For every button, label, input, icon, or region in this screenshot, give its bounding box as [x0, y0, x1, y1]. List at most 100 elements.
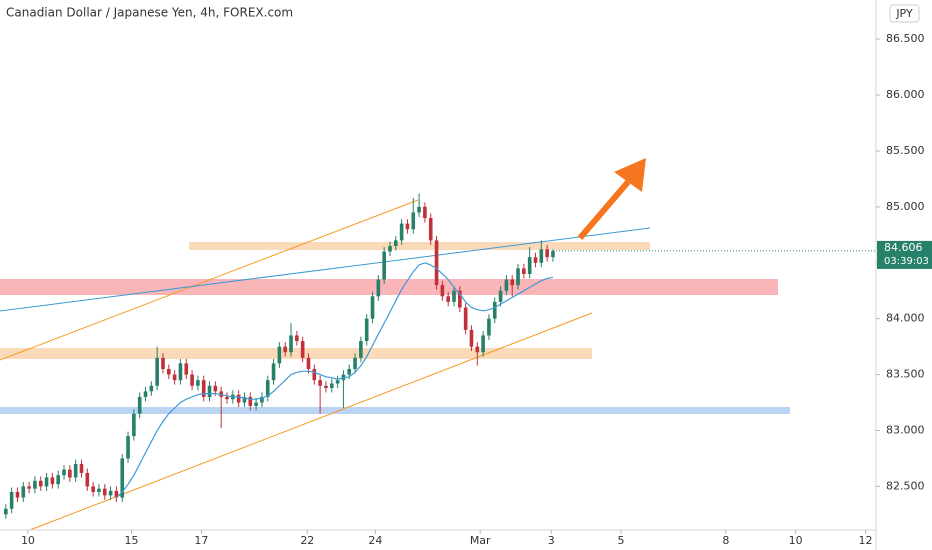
pivot-zone — [0, 279, 778, 295]
candle-body — [161, 357, 165, 369]
candle-body — [347, 368, 352, 375]
y-tick-label: 83.500 — [886, 368, 925, 381]
candle-body — [271, 363, 276, 381]
x-tick-label: 8 — [722, 534, 729, 547]
candle-body — [458, 290, 462, 308]
candle-body — [306, 357, 311, 369]
candle-body — [551, 250, 555, 258]
currency-button[interactable] — [889, 4, 920, 23]
chart-title: Canadian Dollar / Japanese Yen, 4h, FORE… — [6, 6, 293, 20]
candle-body — [364, 318, 369, 342]
channel-upper — [0, 199, 419, 361]
candle-body — [463, 307, 468, 330]
candle-body — [265, 380, 270, 397]
resistance-zone — [189, 242, 650, 250]
candle-body — [405, 223, 410, 230]
candle-body — [498, 290, 503, 302]
candle-body — [295, 335, 299, 342]
candle-body — [143, 391, 148, 397]
candle-body — [196, 380, 200, 386]
support-zone — [0, 348, 592, 359]
candle-body — [225, 396, 229, 400]
candle-body — [434, 240, 439, 286]
candle-body — [277, 346, 282, 364]
candle-body — [481, 335, 485, 353]
candle-body — [289, 335, 293, 353]
y-tick-label: 86.000 — [886, 88, 925, 101]
candle-body — [335, 380, 340, 384]
x-tick-label: 12 — [859, 534, 873, 547]
candle-body — [21, 486, 26, 498]
candle-body — [73, 464, 78, 478]
candle-body — [190, 374, 194, 386]
candle-body — [370, 296, 375, 319]
last-price-label: 84.606 — [884, 241, 923, 254]
candle-body — [411, 212, 416, 230]
candle-body — [172, 374, 177, 381]
candle-body — [545, 249, 549, 258]
candle-body — [184, 363, 189, 375]
y-tick-label: 82.500 — [886, 479, 925, 492]
candle-body — [329, 383, 334, 388]
candle-body — [126, 436, 130, 459]
candle-body — [527, 257, 532, 274]
x-tick-label: 24 — [368, 534, 382, 547]
x-tick-label: 22 — [300, 534, 314, 547]
candle-body — [242, 396, 247, 403]
candle-body — [382, 251, 386, 280]
candle-body — [475, 346, 480, 353]
y-tick-label: 85.500 — [886, 144, 925, 157]
candle-body — [539, 249, 544, 263]
candle-body — [33, 480, 37, 489]
candle-body — [50, 477, 55, 485]
x-tick-label: 5 — [618, 534, 625, 547]
candle-body — [44, 477, 49, 487]
candle-body — [207, 385, 212, 397]
candle-body — [102, 488, 107, 496]
arrow-shaft — [577, 180, 631, 240]
candle-body — [423, 206, 427, 219]
candle-body — [417, 206, 421, 213]
candle-body — [510, 279, 515, 286]
y-tick-label: 85.000 — [886, 200, 925, 213]
candle-body — [213, 385, 218, 392]
candle-body — [260, 396, 264, 403]
candle-body — [452, 290, 456, 302]
candle-body — [248, 396, 253, 406]
candle-body — [376, 279, 381, 297]
candle-body — [97, 488, 101, 492]
candle-body — [27, 486, 31, 489]
candle-body — [516, 268, 520, 286]
arrow-head — [614, 158, 646, 192]
candle-body — [68, 469, 72, 478]
candle-body — [393, 240, 398, 246]
currency-label[interactable]: JPY — [895, 7, 913, 20]
candle-body — [79, 464, 84, 473]
candle-body — [236, 394, 241, 403]
x-tick-label: 17 — [194, 534, 208, 547]
x-tick-label: 10 — [21, 534, 35, 547]
candle-body — [201, 380, 206, 397]
candle-body — [137, 396, 142, 414]
x-tick-label: 10 — [789, 534, 803, 547]
candle-body — [178, 363, 183, 381]
candle-body — [359, 341, 363, 358]
candle-body — [120, 458, 125, 498]
candle-body — [300, 341, 305, 358]
countdown-label: 03:39:03 — [884, 256, 929, 267]
candle-body — [353, 357, 357, 369]
y-tick-label: 83.000 — [886, 423, 925, 436]
x-tick-label: 3 — [548, 534, 555, 547]
candle-body — [469, 329, 474, 347]
candle-body — [533, 257, 538, 263]
candle-body — [446, 296, 450, 302]
candle-body — [504, 279, 509, 291]
candle-body — [324, 385, 328, 388]
candle-body — [440, 285, 445, 297]
x-tick-label: Mar — [470, 534, 491, 547]
candle-body — [4, 508, 8, 515]
candle-body — [312, 368, 317, 381]
candle-body — [108, 490, 113, 496]
x-tick-label: 15 — [125, 534, 139, 547]
